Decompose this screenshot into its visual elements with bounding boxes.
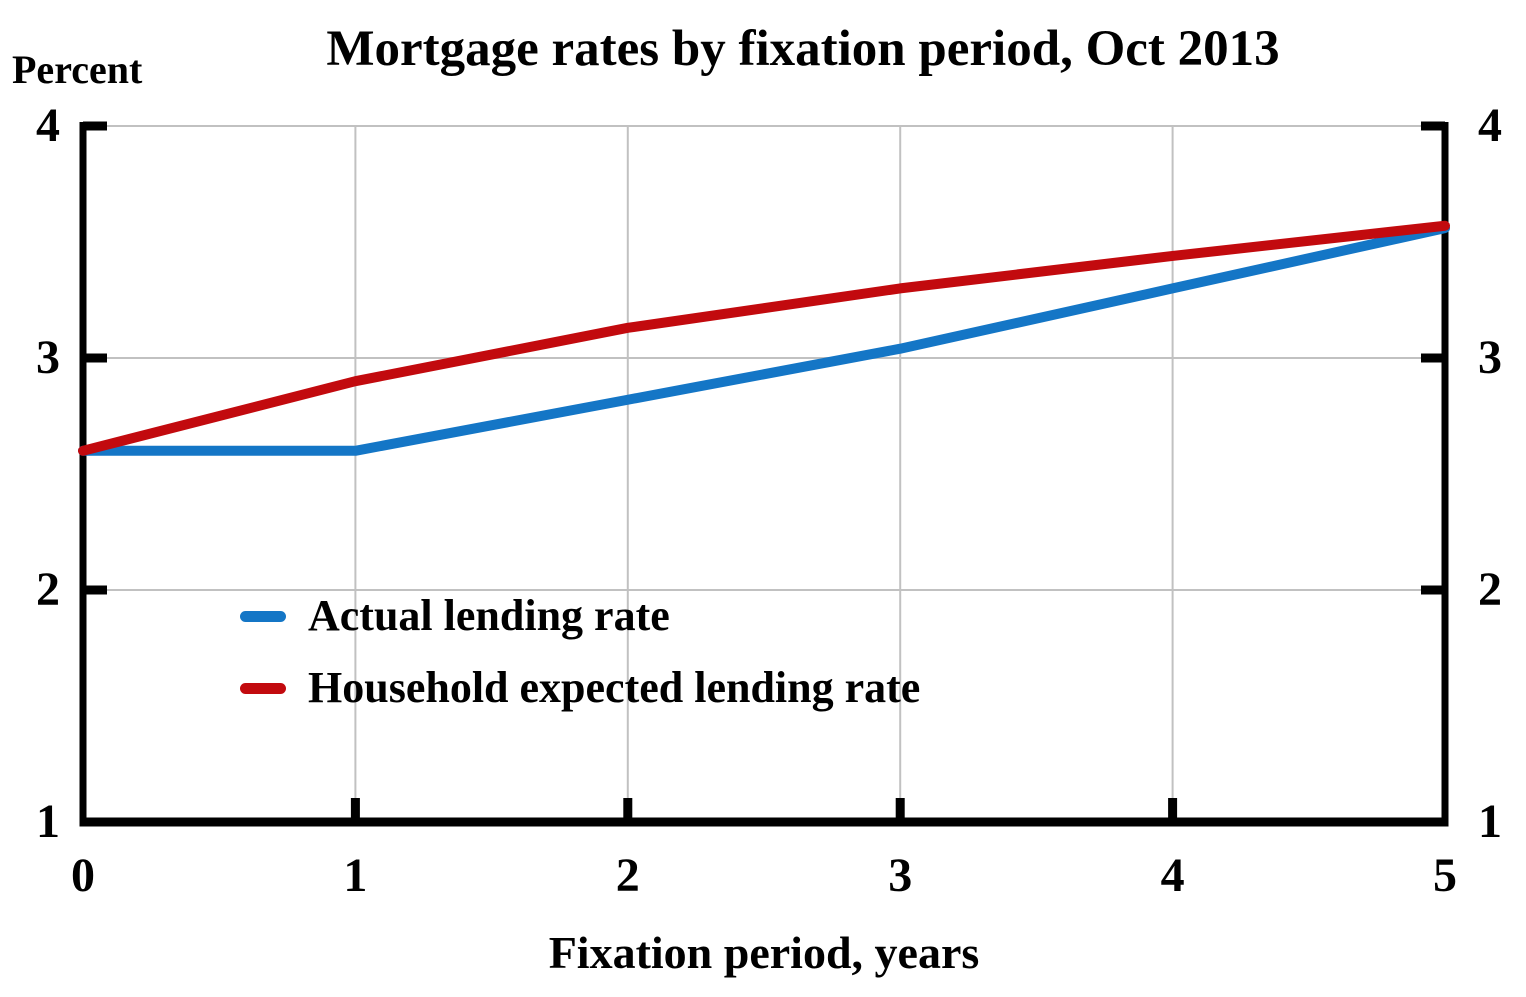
y-tick-label-right: 4: [1478, 99, 1502, 152]
y-tick-label-right: 1: [1478, 795, 1502, 848]
y-tick-label-left: 3: [36, 331, 60, 384]
x-axis-title: Fixation period, years: [548, 927, 980, 978]
y-tick-label-right: 3: [1478, 331, 1502, 384]
x-tick-label: 3: [888, 849, 913, 902]
x-tick-label: 5: [1433, 849, 1457, 902]
x-tick-label: 1: [343, 849, 368, 902]
x-tick-label: 4: [1160, 849, 1185, 902]
legend-label-actual: Actual lending rate: [308, 591, 670, 640]
chart-title: Mortgage rates by fixation period, Oct 2…: [326, 21, 1280, 77]
legend-label-expected: Household expected lending rate: [308, 663, 921, 712]
legend-item-expected: Household expected lending rate: [240, 662, 920, 714]
x-tick-label: 2: [615, 849, 640, 902]
y-tick-label-left: 4: [36, 99, 60, 152]
legend: Actual lending rate Household expected l…: [240, 590, 920, 734]
y-tick-label-right: 2: [1478, 563, 1502, 616]
legend-item-actual: Actual lending rate: [240, 590, 920, 642]
y-axis-unit-label: Percent: [12, 47, 143, 92]
x-tick-label: 0: [71, 849, 95, 902]
actual-lending-rate-line-swatch: [240, 610, 286, 622]
y-tick-label-left: 2: [36, 563, 60, 616]
y-tick-label-left: 1: [36, 795, 60, 848]
series-line-1: [78, 220, 1450, 456]
household-expected-lending-rate-line-swatch: [240, 682, 286, 694]
series-line-0: [78, 223, 1450, 456]
